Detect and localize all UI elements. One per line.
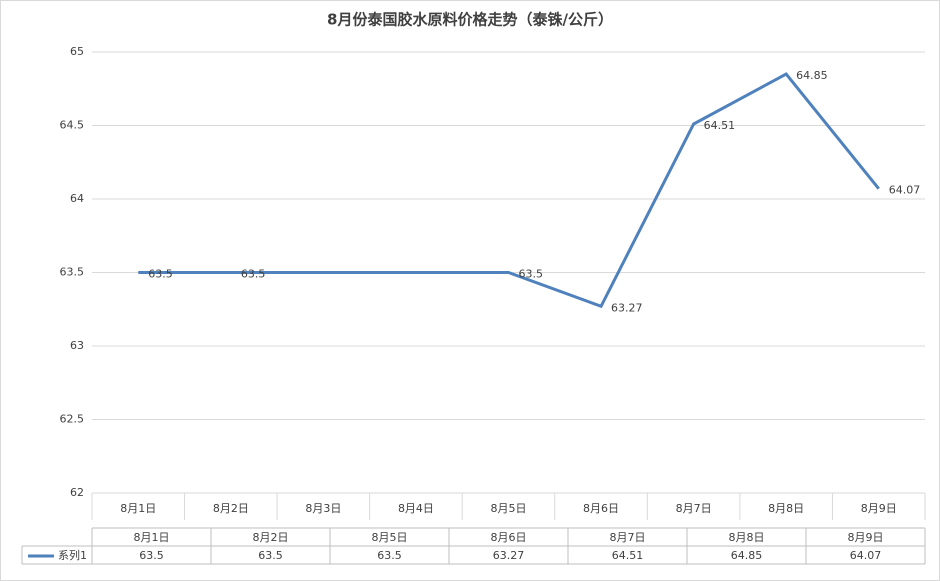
y-tick-label: 64 [70, 192, 84, 205]
y-tick-label: 63.5 [60, 266, 85, 279]
chart-title: 8月份泰国胶水原料价格走势（泰铢/公斤） [327, 11, 613, 29]
table-value: 64.51 [612, 549, 644, 562]
y-tick-label: 64.5 [60, 119, 85, 132]
data-label: 63.27 [611, 301, 643, 314]
y-tick-label: 65 [70, 45, 84, 58]
data-label: 63.5 [519, 268, 544, 281]
table-header: 8月1日 [134, 531, 170, 544]
x-tick-label: 8月9日 [861, 502, 897, 515]
x-tick-label: 8月6日 [583, 502, 619, 515]
table-value: 63.5 [377, 549, 402, 562]
table-header: 8月8日 [729, 531, 765, 544]
table-header: 8月5日 [372, 531, 408, 544]
line [138, 72, 880, 309]
table-header: 8月9日 [848, 531, 884, 544]
table-value: 63.27 [493, 549, 525, 562]
data-label: 64.85 [796, 69, 828, 82]
y-tick-label: 62 [70, 486, 84, 499]
data-label: 63.5 [241, 268, 265, 281]
x-tick-label: 8月4日 [398, 502, 434, 515]
table-value: 63.5 [139, 549, 164, 562]
table-value: 63.5 [258, 549, 283, 562]
table-value: 64.85 [731, 549, 763, 562]
table-header: 8月2日 [253, 531, 289, 544]
data-label: 63.5 [148, 268, 173, 281]
legend-label: 系列1 [58, 548, 87, 562]
table-value: 64.07 [850, 549, 882, 562]
x-tick-label: 8月5日 [491, 502, 527, 515]
x-tick-label: 8月2日 [213, 502, 249, 515]
data-label: 64.51 [704, 119, 736, 132]
table-header: 8月7日 [610, 531, 646, 544]
x-tick-label: 8月3日 [305, 502, 341, 515]
x-tick-label: 8月8日 [768, 502, 804, 515]
data-label: 64.07 [889, 184, 921, 197]
table-header: 8月6日 [491, 531, 527, 544]
x-tick-label: 8月7日 [676, 502, 712, 515]
y-tick-label: 63 [70, 339, 84, 352]
y-tick-label: 62.5 [60, 413, 85, 426]
x-tick-label: 8月1日 [120, 502, 156, 515]
